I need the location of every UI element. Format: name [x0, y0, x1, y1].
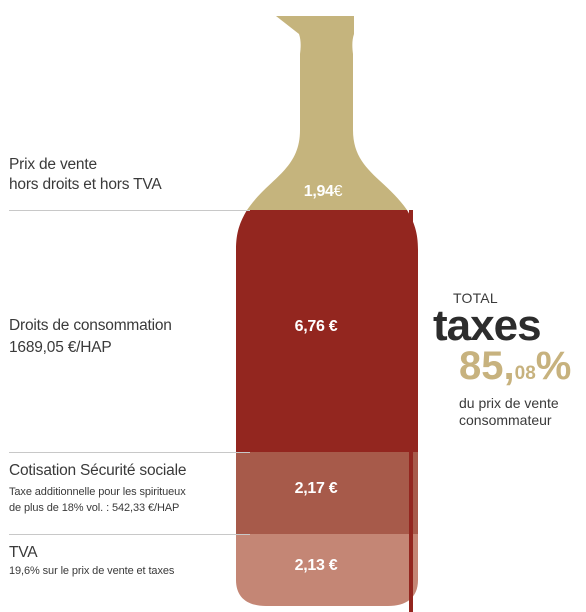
segment-cotisation [236, 452, 418, 534]
taxes-word: taxes [433, 301, 542, 350]
segment-tva [236, 534, 418, 606]
total-label: TOTAL [453, 290, 498, 306]
segment-droits [236, 210, 418, 452]
value-prix-vente-number: 1,94 [303, 183, 334, 200]
value-prix-vente: 1,94€ [233, 183, 413, 201]
percent-desc-line1: du prix de vente [459, 395, 559, 411]
label-droits: Droits de consommation 1689,05 €/HAP [9, 316, 172, 358]
value-prix-vente-currency: € [333, 183, 343, 200]
percent-comma: , [503, 344, 515, 388]
value-tva: 2,13 € [294, 557, 338, 574]
value-droits: 6,76 € [294, 318, 338, 335]
percent-sign: % [535, 344, 572, 388]
percent-decimal: 08 [514, 363, 536, 384]
label-tva: TVA 19,6% sur le prix de vente et taxes [9, 543, 174, 579]
taxes-bracket [409, 210, 413, 612]
label-tva-title: TVA [9, 544, 38, 561]
label-prix-vente: Prix de vente hors droits et hors TVA [9, 155, 162, 195]
label-cotisation-title: Cotisation Sécurité sociale [9, 462, 187, 479]
total-taxes-block: TOTAL taxes 85,08% du prix de vente cons… [433, 290, 571, 429]
label-droits-detail: 1689,05 €/HAP [9, 339, 112, 356]
percent-integer: 85 [459, 344, 504, 388]
bottle-neck [236, 16, 418, 130]
label-cotisation: Cotisation Sécurité sociale Taxe additio… [9, 461, 186, 516]
percent-desc-line2: consommateur [459, 412, 552, 428]
label-prix-vente-line2: hors droits et hors TVA [9, 176, 162, 193]
total-percent: 85,08% [459, 346, 571, 395]
label-droits-title: Droits de consommation [9, 317, 172, 334]
bottle-segments [236, 16, 418, 606]
label-cotisation-detail2: de plus de 18% vol. : 542,33 €/HAP [9, 502, 180, 514]
label-cotisation-detail1: Taxe additionnelle pour les spiritueux [9, 486, 186, 498]
label-tva-detail: 19,6% sur le prix de vente et taxes [9, 565, 175, 577]
label-prix-vente-line1: Prix de vente [9, 156, 97, 173]
label-lines [9, 210, 250, 535]
value-cotisation: 2,17 € [294, 480, 338, 497]
